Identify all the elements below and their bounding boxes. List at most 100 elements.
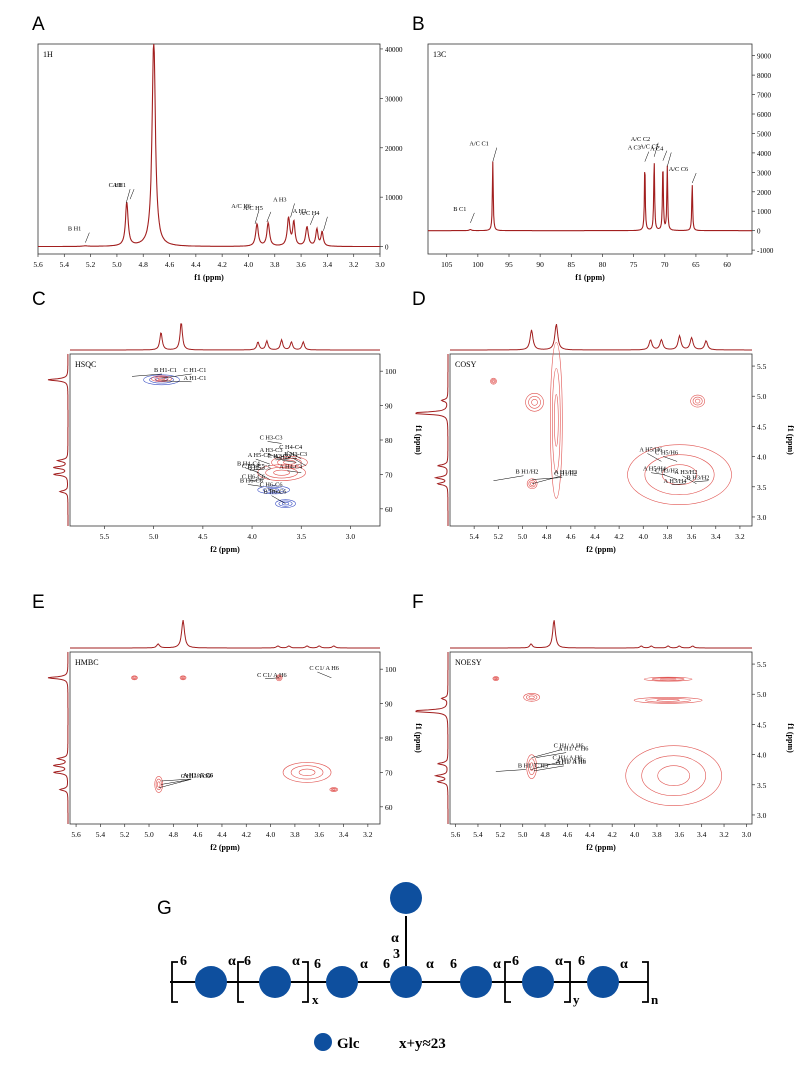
peak-label: A H3 bbox=[273, 196, 286, 203]
spectrum-type-label: NOESY bbox=[455, 658, 482, 667]
x-tick-label: 3.8 bbox=[652, 830, 662, 839]
peak-label: A H3-C3 bbox=[260, 447, 283, 454]
subscript-y: y bbox=[573, 992, 580, 1007]
x-tick-label: 5.2 bbox=[120, 830, 130, 839]
panel-letter-d: D bbox=[412, 289, 426, 310]
peak-label: B H3/H2 bbox=[687, 475, 710, 482]
contour-positive bbox=[529, 396, 541, 408]
x-axis-label: f2 (ppm) bbox=[210, 545, 240, 554]
contour-positive bbox=[156, 779, 161, 790]
leader-line bbox=[267, 212, 271, 222]
x-tick-label: 5.0 bbox=[112, 260, 122, 269]
panel-letter-f: F bbox=[412, 592, 424, 613]
y-tick-label: 5000 bbox=[757, 130, 772, 138]
peak-label: A C4 bbox=[650, 146, 664, 153]
contour-positive bbox=[660, 678, 676, 679]
x-tick-label: 3.4 bbox=[697, 830, 707, 839]
y-tick-label: -1000 bbox=[757, 247, 774, 255]
leader-line bbox=[317, 672, 331, 678]
y-tick-label: 6000 bbox=[757, 111, 772, 119]
contour-positive bbox=[274, 470, 290, 475]
peak-label: C H5/H6 bbox=[655, 449, 678, 456]
x-tick-label: 4.2 bbox=[607, 830, 617, 839]
plot-frame bbox=[38, 44, 380, 254]
x-tick-label: 3.0 bbox=[375, 260, 385, 269]
leader-line bbox=[663, 456, 677, 461]
x-tick-label: 3.2 bbox=[363, 830, 373, 839]
linkage-number: 6 bbox=[244, 954, 251, 969]
peak-label: A H1/ C C6 bbox=[183, 772, 213, 779]
contour-positive bbox=[182, 677, 184, 678]
peak-label: A H5/H4 bbox=[643, 466, 667, 473]
x-tick-label: 4.6 bbox=[193, 830, 203, 839]
legend-glc-label: Glc bbox=[337, 1036, 360, 1052]
x-tick-label: 4.2 bbox=[242, 830, 252, 839]
linkage-number: 6 bbox=[383, 957, 390, 972]
spectrum-type-label: COSY bbox=[455, 360, 477, 369]
leader-line bbox=[130, 189, 134, 199]
alpha-label: α bbox=[292, 954, 300, 969]
contour-positive bbox=[526, 695, 537, 700]
linkage-number: 6 bbox=[180, 954, 187, 969]
x-tick-label: 4.4 bbox=[217, 830, 227, 839]
top-projection bbox=[450, 620, 752, 648]
x-tick-label: 3.8 bbox=[663, 532, 673, 541]
side-projection bbox=[48, 354, 68, 526]
x-tick-label: 5.0 bbox=[149, 532, 159, 541]
peak-label: A H4-C4 bbox=[279, 464, 303, 471]
x-tick-label: 60 bbox=[723, 260, 731, 269]
top-projection bbox=[70, 324, 380, 350]
y-tick-label: 4.5 bbox=[757, 720, 767, 729]
x-tick-label: 3.6 bbox=[687, 532, 697, 541]
y-tick-label: 80 bbox=[385, 734, 393, 743]
x-tick-label: 3.2 bbox=[719, 830, 729, 839]
contour-positive bbox=[642, 756, 706, 796]
x-tick-label: 4.6 bbox=[566, 532, 576, 541]
contour-positive bbox=[552, 368, 560, 472]
peak-label: B H1/H2 bbox=[515, 469, 538, 476]
linkage-number: 6 bbox=[314, 957, 321, 972]
annotation-layer: B H6-C6C H6-C6B H6-C6C H6-C6B H5-C5B H4-… bbox=[132, 367, 307, 504]
peak-label: C H2-C2 bbox=[267, 453, 290, 460]
glc-residue bbox=[259, 966, 291, 998]
x-axis-label: f1 (ppm) bbox=[194, 273, 224, 282]
x-axis-label: f1 (ppm) bbox=[575, 273, 605, 282]
x-tick-label: 4.6 bbox=[563, 830, 573, 839]
y-tick-label: 3.5 bbox=[757, 781, 767, 790]
plot-frame bbox=[70, 652, 380, 824]
alpha-label: α bbox=[426, 957, 434, 972]
x-tick-label: 105 bbox=[441, 260, 453, 269]
y-tick-label: 8000 bbox=[757, 72, 772, 80]
top-projection bbox=[450, 324, 752, 350]
contour-positive bbox=[693, 397, 702, 405]
y-tick-label: 4.5 bbox=[757, 422, 767, 431]
contour-positive bbox=[291, 766, 323, 779]
glc-residue bbox=[460, 966, 492, 998]
x-tick-label: 85 bbox=[568, 260, 576, 269]
y-tick-label: 2000 bbox=[757, 189, 772, 197]
y-tick-label: 90 bbox=[385, 700, 393, 709]
x-tick-label: 3.2 bbox=[735, 532, 745, 541]
spectrum-type-label: 13C bbox=[433, 50, 446, 59]
legend-glc-icon bbox=[314, 1033, 332, 1051]
panel-letter-a: A bbox=[32, 14, 45, 35]
linkage-number-branch: 3 bbox=[393, 947, 400, 962]
x-tick-label: 3.8 bbox=[270, 260, 280, 269]
leader-line bbox=[496, 769, 526, 771]
annotation-layer: C H1/ A H6A H1/ A H6B H1/ C H3A H1/ A H6… bbox=[496, 743, 589, 772]
alpha-label: α bbox=[555, 954, 563, 969]
side-projection bbox=[48, 652, 68, 824]
subscript-n: n bbox=[651, 992, 659, 1007]
alpha-label: α bbox=[620, 957, 628, 972]
x-tick-label: 80 bbox=[599, 260, 607, 269]
x-tick-label: 4.0 bbox=[266, 830, 276, 839]
plot-frame bbox=[428, 44, 752, 254]
peak-label: B C1 bbox=[453, 206, 466, 213]
x-tick-label: 3.2 bbox=[349, 260, 359, 269]
linkage-number: 6 bbox=[450, 957, 457, 972]
peak-label: B H1 bbox=[68, 226, 81, 233]
x-tick-label: 5.2 bbox=[86, 260, 96, 269]
spectrum-type-label: 1H bbox=[43, 50, 53, 59]
y-tick-label: 0 bbox=[385, 244, 389, 252]
